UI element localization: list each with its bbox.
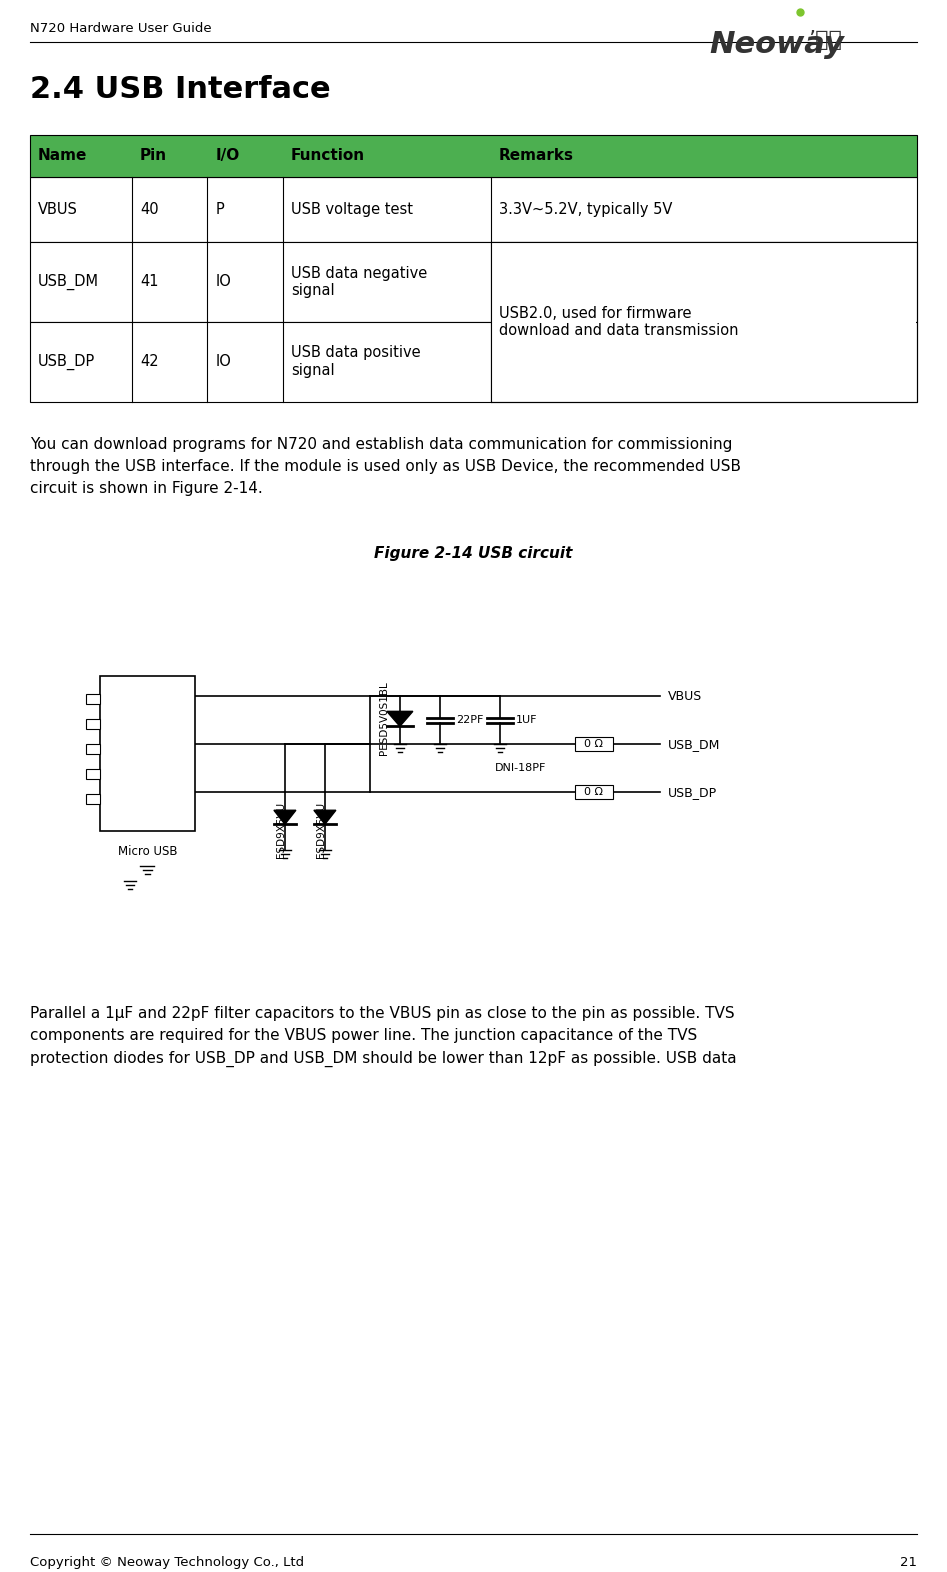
Bar [100,676,195,832]
Text: DNI-18PF: DNI-18PF [495,764,546,773]
Text: USB_DP: USB_DP [668,786,717,799]
Text: Name: Name [38,148,87,163]
Text: 40: 40 [140,201,158,217]
Text: ESD9X5VU: ESD9X5VU [316,802,326,858]
Bar [86,695,100,704]
Bar [30,135,917,176]
Text: Micro USB: Micro USB [117,844,177,858]
Text: Copyright © Neoway Technology Co., Ltd: Copyright © Neoway Technology Co., Ltd [30,1556,304,1569]
Text: 22PF: 22PF [456,715,483,725]
Bar [86,744,100,755]
Text: 0 Ω: 0 Ω [584,739,603,750]
Text: 0 Ω: 0 Ω [584,788,603,797]
Text: IO: IO [215,274,231,289]
Text: USB data negative
signal: USB data negative signal [291,266,427,299]
Text: Figure 2-14 USB circuit: Figure 2-14 USB circuit [374,547,573,561]
Text: 2.4 USB Interface: 2.4 USB Interface [30,75,331,104]
Text: ’有方: ’有方 [808,30,842,50]
Polygon shape [387,712,413,726]
Bar [86,769,100,780]
Text: Parallel a 1μF and 22pF filter capacitors to the VBUS pin as close to the pin as: Parallel a 1μF and 22pF filter capacitor… [30,1006,737,1067]
Bar [575,737,613,751]
Text: Function: Function [291,148,365,163]
Text: USB_DM: USB_DM [668,737,720,751]
Bar [491,242,917,401]
Text: Neoway: Neoway [709,30,845,60]
Text: 41: 41 [140,274,158,289]
Text: IO: IO [215,354,231,369]
Text: USB2.0, used for firmware
download and data transmission: USB2.0, used for firmware download and d… [499,266,739,299]
Bar [30,176,917,242]
Text: Remarks: Remarks [499,148,574,163]
Text: USB voltage test: USB voltage test [291,201,413,217]
Text: 21: 21 [900,1556,917,1569]
Polygon shape [313,810,336,824]
Polygon shape [274,810,295,824]
Text: USB_DM: USB_DM [38,274,99,289]
Bar [30,242,917,322]
Text: VBUS: VBUS [38,201,78,217]
Bar [86,720,100,729]
Bar [575,786,613,799]
Text: ESD9X5VU: ESD9X5VU [276,802,286,858]
Text: 42: 42 [140,354,158,369]
Bar [86,794,100,805]
Text: I/O: I/O [215,148,240,163]
Text: N720 Hardware User Guide: N720 Hardware User Guide [30,22,211,35]
Text: Pin: Pin [140,148,167,163]
Text: PESD5V0S1BL: PESD5V0S1BL [379,681,389,755]
Text: USB data positive
signal: USB data positive signal [291,346,420,377]
Bar [492,242,916,401]
Text: USB2.0, used for firmware
download and data transmission: USB2.0, used for firmware download and d… [499,305,739,338]
Bar [30,322,917,401]
Text: You can download programs for N720 and establish data communication for commissi: You can download programs for N720 and e… [30,437,741,497]
Text: P: P [215,201,224,217]
Text: VBUS: VBUS [668,690,702,703]
Text: 3.3V~5.2V, typically 5V: 3.3V~5.2V, typically 5V [499,201,672,217]
Text: USB_DP: USB_DP [38,354,96,369]
Text: 1UF: 1UF [516,715,537,725]
